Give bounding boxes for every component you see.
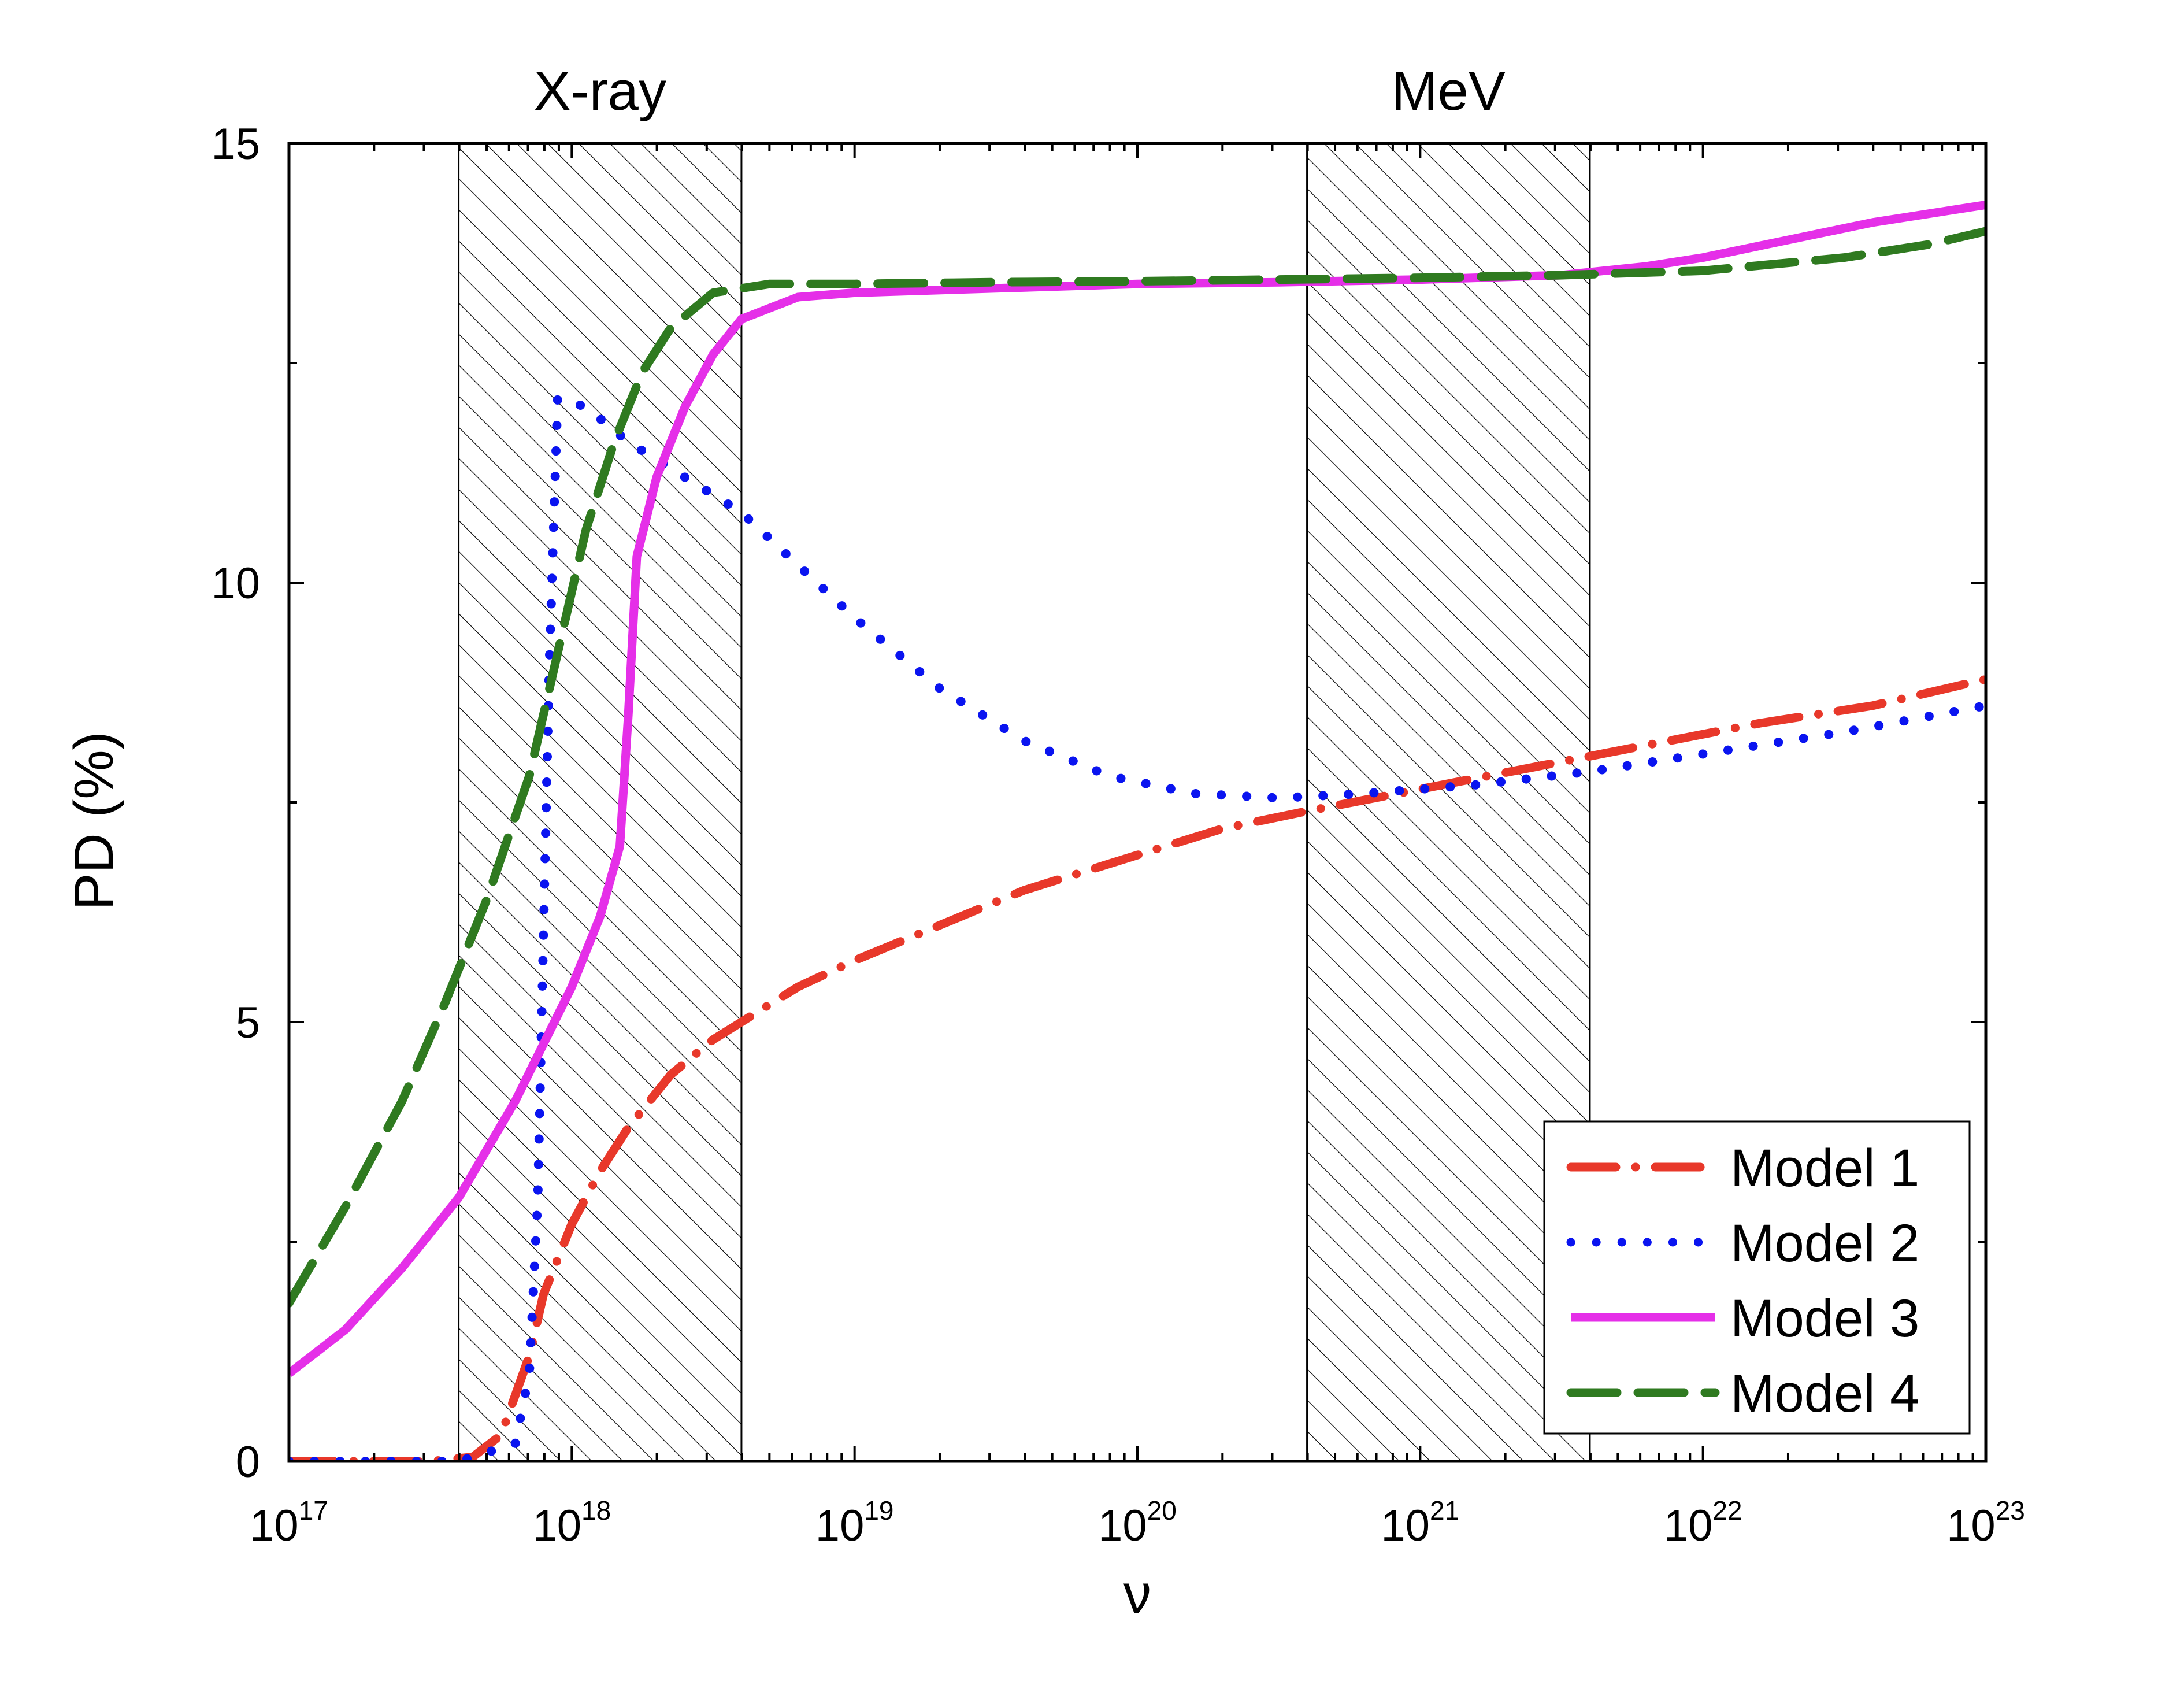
x-tick-label: 1020 (1098, 1495, 1177, 1550)
x-tick-exponent: 20 (1147, 1495, 1177, 1526)
series-line-model-3 (289, 200, 1986, 1377)
x-tick-exponent: 22 (1712, 1495, 1742, 1526)
x-tick-base: 10 (815, 1501, 865, 1550)
series-layer (289, 200, 1986, 1461)
legend-label: Model 1 (1730, 1139, 1919, 1198)
x-tick-base: 10 (1381, 1501, 1430, 1550)
x-tick-exponent: 23 (1996, 1495, 2025, 1526)
legend: Model 1 Model 2 Model 3 Model 4 (1543, 1120, 1971, 1435)
x-tick-base: 10 (1664, 1501, 1713, 1550)
band-label: X-ray (534, 60, 666, 122)
legend-label: Model 3 (1730, 1289, 1919, 1348)
legend-label: Model 2 (1730, 1214, 1919, 1273)
x-tick-base: 10 (532, 1501, 581, 1550)
y-tick-label: 10 (211, 559, 260, 608)
x-tick-exponent: 17 (299, 1495, 328, 1526)
x-tick-exponent: 19 (864, 1495, 893, 1526)
x-tick-label: 1018 (532, 1495, 611, 1550)
legend-box (1543, 1120, 1971, 1435)
series-line-model-4 (289, 227, 1986, 1308)
y-tick-label: 0 (236, 1438, 260, 1487)
x-tick-base: 10 (250, 1501, 299, 1550)
series-line-model-2 (289, 393, 1986, 1461)
y-axis-title: PD (%) (63, 731, 125, 910)
band-labels: X-ray MeV (534, 60, 1506, 122)
x-tick-label: 1021 (1381, 1495, 1459, 1550)
x-tick-label: 1017 (250, 1495, 328, 1550)
axis-ticks (288, 142, 1987, 1462)
x-tick-label: 1023 (1946, 1495, 2025, 1550)
shaded-bands (458, 142, 1591, 1462)
series-line-model-1 (289, 675, 1986, 1461)
x-tick-label: 1019 (815, 1495, 894, 1550)
legend-items: Model 1 Model 2 Model 3 Model 4 (1566, 1139, 1919, 1423)
band-label: MeV (1392, 60, 1506, 122)
x-axis-title: ν (1123, 1563, 1151, 1625)
x-tick-base: 10 (1098, 1501, 1147, 1550)
y-tick-label: 15 (211, 120, 260, 169)
y-tick-label: 5 (236, 998, 260, 1047)
shaded-band (458, 142, 743, 1462)
x-tick-base: 10 (1946, 1501, 1996, 1550)
x-tick-exponent: 18 (581, 1495, 611, 1526)
x-tick-label: 1022 (1664, 1495, 1742, 1550)
legend-label: Model 4 (1730, 1364, 1919, 1423)
x-tick-exponent: 21 (1430, 1495, 1459, 1526)
